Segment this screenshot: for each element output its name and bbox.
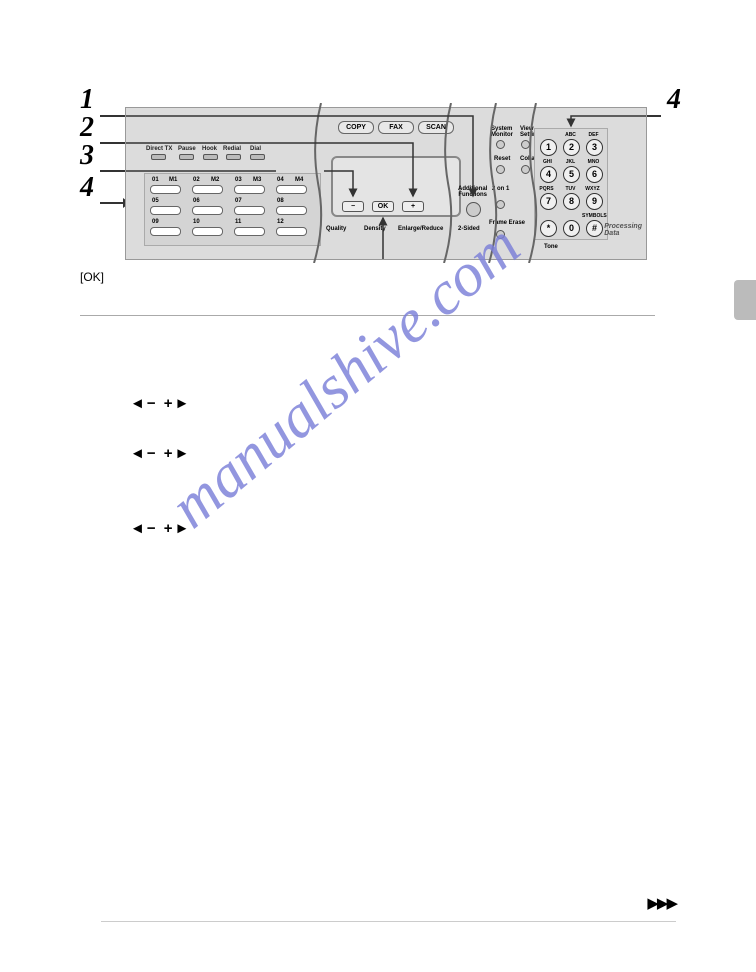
fax-mode-button[interactable]: FAX <box>378 121 414 134</box>
mem-btn-06[interactable] <box>192 206 223 215</box>
minus-button[interactable]: − <box>342 201 364 212</box>
hook-button[interactable] <box>203 154 218 160</box>
key-label-symbols: SYMBOLS <box>582 213 599 219</box>
step-1-line <box>100 115 125 117</box>
dial-button[interactable] <box>250 154 265 160</box>
redial-button[interactable] <box>226 154 241 160</box>
directtx-button[interactable] <box>151 154 166 160</box>
key-2[interactable]: 2 <box>563 139 580 156</box>
step-4-left-label: 4 <box>80 172 94 204</box>
mem-label-11: 11 <box>235 219 241 225</box>
additional-functions-button[interactable] <box>466 202 481 217</box>
divider-1 <box>306 103 336 263</box>
directtx-label: Direct TX <box>146 146 172 152</box>
mem-btn-10[interactable] <box>192 227 223 236</box>
section-divider <box>80 315 655 316</box>
continue-indicator: ▶▶▶ <box>647 894 676 912</box>
key-8[interactable]: 8 <box>563 193 580 210</box>
copy-mode-button[interactable]: COPY <box>338 121 374 134</box>
mem-btn-11[interactable] <box>234 227 265 236</box>
page-tab <box>734 280 756 320</box>
watermark: manualshive.com <box>157 211 534 543</box>
mem-btn-01[interactable] <box>150 185 181 194</box>
mem-label-06: 06 <box>193 198 200 204</box>
step-2-line <box>100 142 125 144</box>
memory-panel: 01 M1 02 M2 03 M3 04 M4 05 06 07 08 09 1… <box>144 173 321 246</box>
mem-label-03: 03 <box>235 177 242 183</box>
mem-btn-04[interactable] <box>276 185 307 194</box>
pause-label: Pause <box>178 146 196 152</box>
bottom-divider <box>101 921 676 922</box>
ok-button[interactable]: OK <box>372 201 394 212</box>
mem-btn-07[interactable] <box>234 206 265 215</box>
mem-btn-08[interactable] <box>276 206 307 215</box>
mem-label-12: 12 <box>277 219 284 225</box>
hook-label: Hook <box>202 146 217 152</box>
density-label: Density <box>364 226 386 232</box>
dial-label: Dial <box>250 146 261 152</box>
mem-label-m4: M4 <box>295 177 303 183</box>
mem-label-07: 07 <box>235 198 242 204</box>
mem-btn-03[interactable] <box>234 185 265 194</box>
mem-label-01: 01 <box>152 177 159 183</box>
key-label-abc: ABC <box>562 132 579 138</box>
mem-label-m1: M1 <box>169 177 177 183</box>
control-panel: COPY FAX SCAN Direct TX Pause Hook Redia… <box>125 107 647 260</box>
mem-label-09: 09 <box>152 219 159 225</box>
mem-label-m3: M3 <box>253 177 261 183</box>
key-label-tuv: TUV <box>562 186 579 192</box>
key-label-wxyz: WXYZ <box>584 186 601 192</box>
mem-btn-12[interactable] <box>276 227 307 236</box>
mem-btn-09[interactable] <box>150 227 181 236</box>
mem-label-m2: M2 <box>211 177 219 183</box>
mem-label-10: 10 <box>193 219 200 225</box>
step-3-label: 3 <box>80 140 94 172</box>
mem-label-04: 04 <box>277 177 284 183</box>
arrow-row-3: ◄− +► <box>130 520 191 537</box>
key-label-def: DEF <box>585 132 602 138</box>
arrow-row-1: ◄− +► <box>130 395 191 412</box>
divider-2 <box>436 103 466 263</box>
arrow-row-2: ◄− +► <box>130 445 191 462</box>
processing-data-label: Processing Data <box>604 223 642 237</box>
key-hash[interactable]: # <box>586 220 603 237</box>
redial-label: Redial <box>223 146 241 152</box>
ok-text: [OK] <box>80 270 104 284</box>
key-0[interactable]: 0 <box>563 220 580 237</box>
step-3-line <box>100 170 125 172</box>
key-9[interactable]: 9 <box>586 193 603 210</box>
mem-btn-05[interactable] <box>150 206 181 215</box>
plus-button[interactable]: + <box>402 201 424 212</box>
key-5[interactable]: 5 <box>563 166 580 183</box>
key-6[interactable]: 6 <box>586 166 603 183</box>
divider-3 <box>481 103 511 263</box>
key-label-jkl: JKL <box>562 159 579 165</box>
mem-label-02: 02 <box>193 177 200 183</box>
pause-button[interactable] <box>179 154 194 160</box>
divider-4 <box>521 103 551 263</box>
step-4-left-line <box>100 202 125 204</box>
mem-label-08: 08 <box>277 198 284 204</box>
step-4-right-label: 4 <box>667 84 681 116</box>
mem-label-05: 05 <box>152 198 159 204</box>
key-label-mno: MNO <box>585 159 602 165</box>
mem-btn-02[interactable] <box>192 185 223 194</box>
key-3[interactable]: 3 <box>586 139 603 156</box>
